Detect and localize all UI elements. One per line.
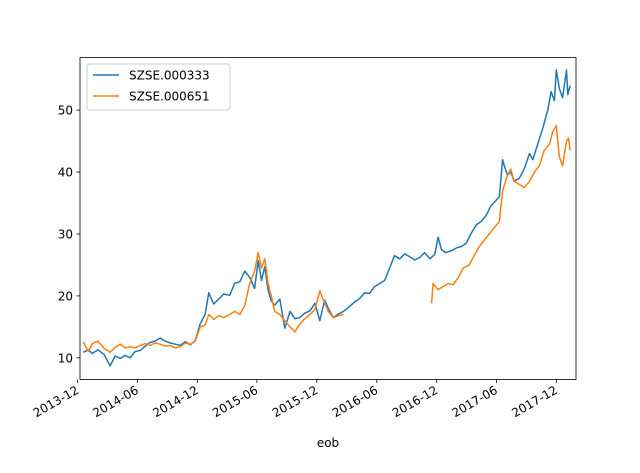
y-tick-label: 50 [58,104,73,118]
y-tick-label: 40 [58,166,73,180]
legend-label: SZSE.000333 [129,69,210,83]
series-layer [82,69,571,367]
x-axis-label: eob [317,436,339,450]
series-line-1 [82,69,571,367]
legend: SZSE.000333 SZSE.000651 [86,63,231,111]
plot-frame [79,57,577,380]
legend-label: SZSE.000651 [129,90,210,104]
legend-box [86,63,231,111]
y-tick-label: 20 [58,289,73,303]
y-tick-label: 30 [58,227,73,241]
series-line-2 [82,124,571,354]
y-tick-label: 10 [58,351,73,365]
